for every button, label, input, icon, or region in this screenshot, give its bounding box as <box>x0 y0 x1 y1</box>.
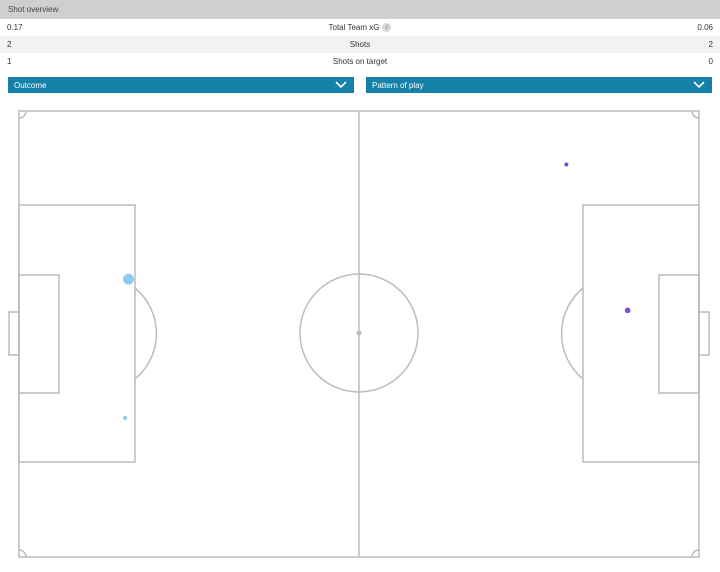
right-penalty-arc <box>560 287 584 380</box>
corner-arc-bottom-left <box>18 549 27 558</box>
outcome-dropdown[interactable]: Outcome <box>8 77 354 93</box>
total-xg-label: Total Team xG <box>328 23 380 32</box>
left-goal <box>8 311 20 356</box>
chevron-down-icon <box>335 81 347 89</box>
pitch-lines <box>8 110 710 558</box>
header-title: Shot overview <box>8 5 59 14</box>
shots-label: Shots <box>349 40 371 49</box>
home-total-xg: 0.17 <box>7 23 23 32</box>
home-shots-on-target: 1 <box>7 57 12 66</box>
shots-on-target-label: Shots on target <box>332 57 388 66</box>
info-icon[interactable]: i <box>382 23 392 32</box>
center-circle <box>299 273 419 393</box>
left-penalty-arc <box>134 287 158 380</box>
corner-arc-top-right <box>691 110 700 119</box>
away-shot-marker[interactable] <box>624 307 631 314</box>
outcome-dropdown-label: Outcome <box>14 80 47 90</box>
left-penalty-area <box>18 204 136 463</box>
corner-arc-bottom-right <box>691 549 700 558</box>
away-shots-on-target: 0 <box>708 57 713 66</box>
home-shots: 2 <box>7 40 12 49</box>
shot-overview-header: Shot overview <box>0 0 720 19</box>
home-shot-marker[interactable] <box>123 273 134 285</box>
stat-row-shots-on-target: 1 Shots on target 0 <box>0 53 720 70</box>
right-six-yard-box <box>658 274 700 394</box>
shots-layer <box>123 162 631 420</box>
away-shots: 2 <box>708 40 713 49</box>
pitch-map <box>8 110 710 558</box>
stat-row-shots: 2 Shots 2 <box>0 36 720 53</box>
chevron-down-icon <box>693 81 705 89</box>
away-shot-marker[interactable] <box>564 162 569 167</box>
corner-arc-top-left <box>18 110 27 119</box>
center-spot <box>356 330 362 336</box>
home-shot-marker[interactable] <box>123 415 128 420</box>
stat-label-total-xg: Total Team xG i <box>67 23 653 32</box>
left-six-yard-box <box>18 274 60 394</box>
right-penalty-area <box>582 204 700 463</box>
stat-row-total-xg: 0.17 Total Team xG i 0.06 <box>0 19 720 36</box>
pattern-dropdown-label: Pattern of play <box>372 80 424 90</box>
pitch-container <box>0 103 720 567</box>
away-total-xg: 0.06 <box>697 23 713 32</box>
pattern-of-play-dropdown[interactable]: Pattern of play <box>366 77 712 93</box>
right-goal <box>698 311 710 356</box>
